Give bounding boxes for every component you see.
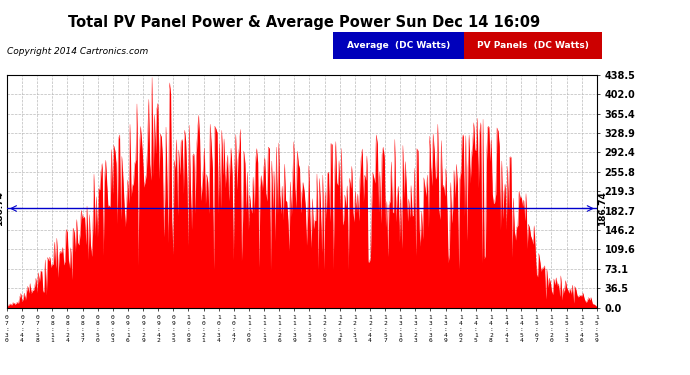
Text: Copyright 2014 Cartronics.com: Copyright 2014 Cartronics.com (7, 47, 148, 56)
Text: PV Panels  (DC Watts): PV Panels (DC Watts) (477, 41, 589, 50)
Text: Average  (DC Watts): Average (DC Watts) (347, 41, 451, 50)
Text: 186.74: 186.74 (0, 191, 4, 226)
Text: 186.74: 186.74 (598, 191, 607, 226)
Text: Total PV Panel Power & Average Power Sun Dec 14 16:09: Total PV Panel Power & Average Power Sun… (68, 15, 540, 30)
